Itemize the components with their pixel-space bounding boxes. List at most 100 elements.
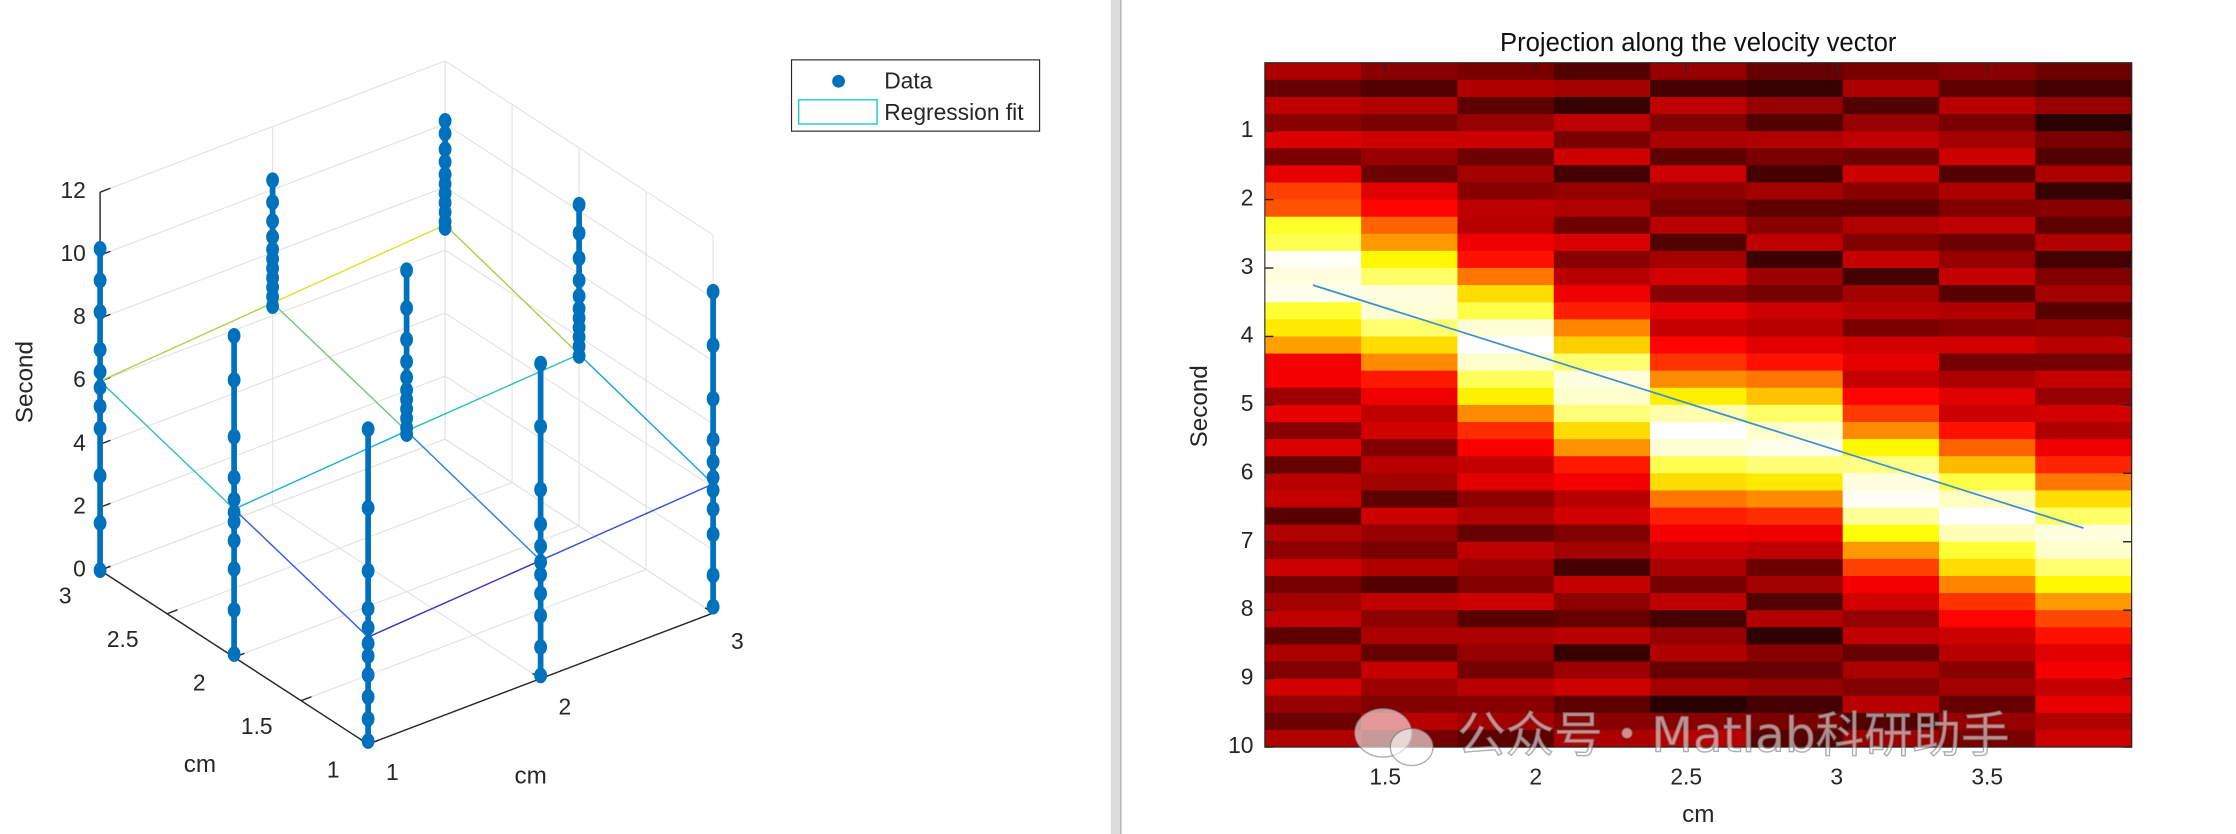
heatmap-cell — [1457, 182, 1555, 201]
z-tick-label: 0 — [73, 555, 86, 581]
heatmap-cell — [1746, 524, 1844, 543]
heatmap-cell — [1553, 404, 1651, 423]
y-axis-label: Second — [1186, 365, 1213, 447]
y-tick-label: 1 — [1241, 116, 1254, 142]
heatmap-cell — [1361, 165, 1459, 184]
heatmap-cell — [1939, 79, 2036, 98]
heatmap-cell — [1264, 404, 1362, 423]
heatmap-cell — [1939, 524, 2036, 543]
heatmap-cell — [1264, 524, 1362, 543]
heatmap-cell — [2035, 661, 2133, 680]
heatmap-cell — [1939, 439, 2036, 457]
heatmap-cell — [1553, 627, 1651, 645]
heatmap-cell — [1650, 250, 1747, 269]
heatmap-cell — [1939, 661, 2036, 680]
heatmap-cell — [1842, 250, 1940, 269]
heatmap-cell — [1650, 661, 1747, 680]
heatmap-cell — [1746, 490, 1844, 509]
heatmap-cell — [1361, 558, 1459, 577]
heatmap-cell — [1939, 216, 2036, 235]
y-tick-label: 1 — [327, 756, 340, 782]
data-point — [227, 428, 241, 445]
y-tick — [166, 609, 178, 615]
data-point — [361, 711, 375, 727]
heatmap-cell — [1553, 593, 1651, 611]
data-point — [227, 561, 241, 577]
heatmap-cell — [1842, 319, 1940, 338]
heatmap-cell — [1361, 216, 1459, 235]
heatmap-cell — [1457, 661, 1555, 680]
heatmap-cell — [1361, 575, 1459, 594]
heatmap-cell — [1457, 165, 1555, 184]
heatmap-cell — [1842, 439, 1940, 457]
heatmap-cell — [1361, 302, 1459, 320]
heatmap-cell — [1746, 421, 1844, 440]
heatmap-cell — [1842, 661, 1940, 680]
heatmap-cell — [2035, 114, 2133, 132]
heatmap-cell — [1842, 627, 1940, 645]
fit-line — [233, 430, 407, 510]
y-tick-label: 9 — [1241, 664, 1254, 690]
data-point — [572, 288, 586, 304]
heatmap-cell — [1650, 302, 1747, 320]
heatmap-cell — [1553, 644, 1651, 663]
heatmap-cell — [1553, 131, 1651, 149]
data-point — [227, 646, 241, 662]
heatmap-cell — [1361, 439, 1459, 457]
heatmap-cell — [1553, 182, 1651, 201]
heatmap-cell — [1553, 473, 1651, 491]
heatmap-cell — [1746, 404, 1844, 423]
heatmap-cell — [1264, 131, 1362, 149]
data-point — [706, 482, 720, 498]
y-tick-label: 4 — [1241, 321, 1254, 347]
heatmap-cell — [1939, 473, 2036, 491]
heatmap-cell — [1361, 678, 1459, 697]
heatmap-cell — [1361, 250, 1459, 269]
heatmap-cell — [1842, 131, 1940, 149]
data-point — [227, 328, 241, 344]
heatmap-cell — [1264, 353, 1362, 372]
heatmap-cell — [1746, 319, 1844, 338]
heatmap-cell — [1553, 62, 1651, 81]
heatmap-cell — [1553, 370, 1651, 389]
heatmap-cell — [1264, 62, 1362, 81]
heatmap-cell — [1650, 558, 1747, 577]
heatmap-cell — [2035, 644, 2133, 663]
heatmap-cell — [1746, 678, 1844, 697]
heatmap-cell — [1842, 62, 1940, 81]
heatmap-cell — [1842, 268, 1940, 286]
heatmap-cell — [1264, 285, 1362, 303]
heatmap-cell — [1746, 593, 1844, 611]
heatmap-cell — [1457, 524, 1555, 543]
heatmap-cell — [1842, 593, 1940, 611]
heatmap-cell — [1939, 593, 2036, 611]
heatmap-cell — [1361, 148, 1459, 166]
heatmap-cell — [1939, 541, 2036, 560]
heatmap-cell — [1746, 114, 1844, 132]
heatmap-cell — [1939, 62, 2036, 81]
data-point — [266, 194, 280, 211]
grid-line — [444, 375, 714, 551]
heatmap-cell — [1842, 541, 1940, 560]
y-tick-label: 6 — [1241, 458, 1254, 484]
heatmap-cell — [1842, 199, 1940, 218]
heatmap-cell — [1939, 507, 2036, 526]
fit-line — [272, 302, 408, 432]
data-point — [93, 241, 107, 257]
heatmap-cell — [1457, 96, 1555, 115]
heatmap-cell — [1650, 370, 1747, 389]
heatmap-cell — [1746, 558, 1844, 577]
grid-line — [99, 60, 446, 193]
data-point — [227, 469, 241, 486]
heatmap-cell — [1650, 421, 1747, 440]
heatmap-cell — [1939, 421, 2036, 440]
heatmap-cell — [1264, 593, 1362, 611]
y-tick-label: 3 — [1241, 253, 1254, 279]
heatmap-cell — [1553, 114, 1651, 132]
heatmap-cell — [1553, 302, 1651, 320]
data-point — [572, 225, 586, 241]
heatmap-cell — [2035, 404, 2133, 423]
heatmap-cell — [1746, 473, 1844, 491]
heatmap-cell — [1457, 302, 1555, 320]
z-axis-label: Second — [11, 341, 38, 423]
